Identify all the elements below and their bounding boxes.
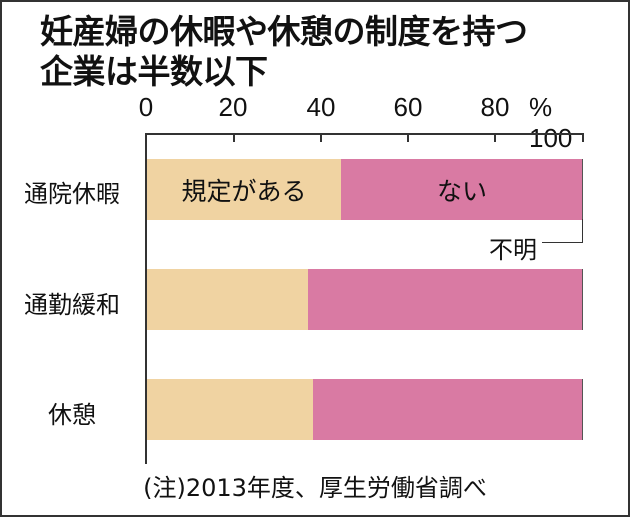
tick-label-100: % 100 [529,92,573,153]
tick-label-60: 60 [393,92,423,122]
x-axis-line [145,133,584,135]
bar-segment-yes: 規定がある [147,159,341,220]
unknown-leader-horizontal [542,242,583,243]
bar-segment-no [308,269,583,330]
chart-title: 妊産婦の休暇や休憩の制度を持つ 企業は半数以下 [40,12,620,92]
category-label-kyukei: 休憩 [48,401,96,429]
category-label-tsukin-kanwa: 通勤緩和 [24,291,120,319]
tick-label-0: 0 [138,92,154,122]
tick-mark-100 [582,133,584,142]
bar-tsuin-kyuka: 規定がある ない [147,159,584,220]
bar-segment-unknown [582,269,584,330]
bar-segment-unknown [582,159,584,220]
bar-segment-yes [147,379,313,440]
tick-label-20: 20 [218,92,248,122]
series-label-yes: 規定がある [181,176,307,206]
tick-mark-80 [494,133,496,142]
tick-mark-60 [407,133,409,142]
y-axis-line [145,133,147,464]
tick-label-40: 40 [306,92,336,122]
tick-label-80: 80 [480,92,510,122]
series-label-unknown: 不明 [489,236,537,264]
tick-mark-40 [320,133,322,142]
bar-segment-no [313,379,583,440]
unknown-leader-vertical [582,219,583,243]
bar-segment-no: ない [341,159,583,220]
title-line-1: 妊産婦の休暇や休憩の制度を持つ [40,12,528,51]
source-note: (注)2013年度、厚生労働省調べ [143,474,487,502]
bar-tsukin-kanwa [147,269,584,330]
category-label-tsuin-kyuka: 通院休暇 [24,180,120,208]
tick-mark-20 [233,133,235,142]
bar-segment-unknown [582,379,584,440]
series-label-no: ない [436,176,488,206]
title-line-2: 企業は半数以下 [40,52,268,91]
bar-kyukei [147,379,584,440]
bar-segment-yes [147,269,308,330]
